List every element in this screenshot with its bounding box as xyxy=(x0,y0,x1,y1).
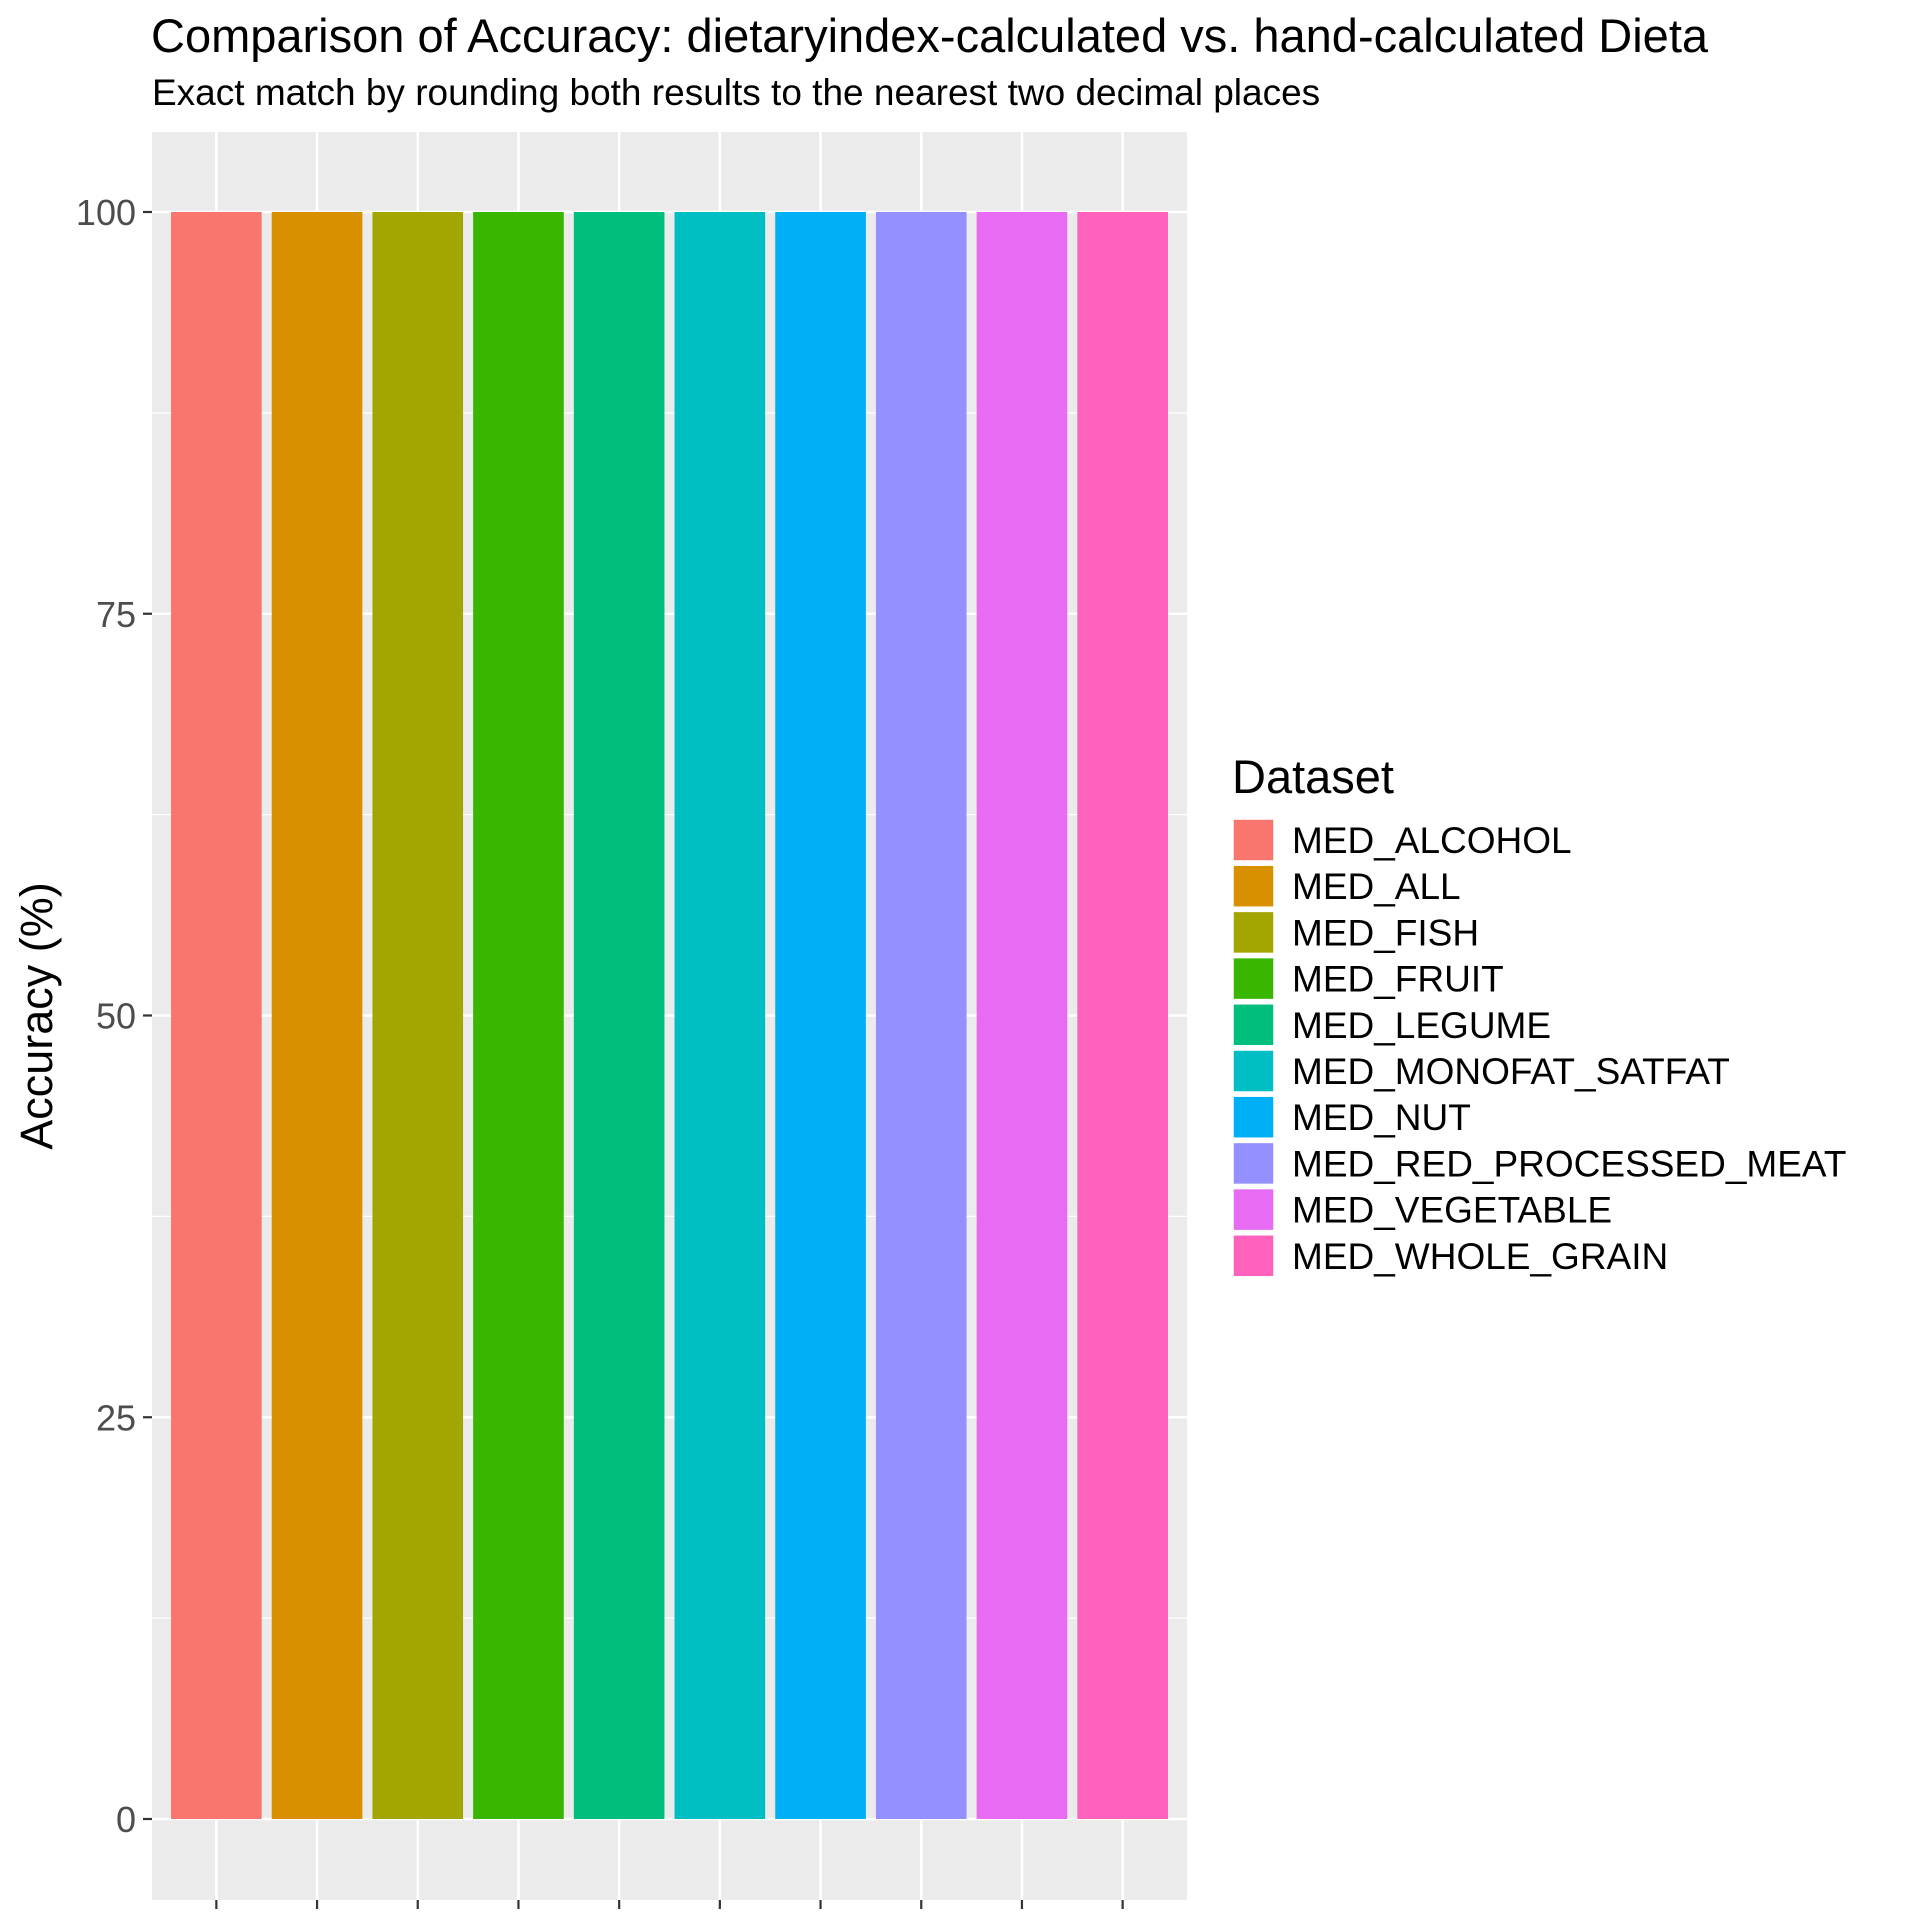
bar xyxy=(473,212,564,1819)
legend-key xyxy=(1232,1187,1275,1232)
y-tick-label: 0 xyxy=(116,1799,136,1840)
y-tick-label: 75 xyxy=(96,594,136,635)
chart-subtitle: Exact match by rounding both results to … xyxy=(152,72,1321,113)
legend-label: MED_ALL xyxy=(1292,866,1461,907)
bar xyxy=(171,212,262,1819)
axes: 0 25 50 75 100 xyxy=(76,192,1124,1909)
bar xyxy=(271,212,363,1819)
bars xyxy=(171,212,1168,1819)
legend-key xyxy=(1232,1095,1275,1139)
legend-key xyxy=(1232,956,1275,1001)
y-axis-label: Accuracy (%) xyxy=(11,882,62,1150)
legend-label: MED_FISH xyxy=(1292,912,1479,953)
bar xyxy=(1077,212,1168,1819)
chart-title: Comparison of Accuracy: dietaryindex-cal… xyxy=(151,9,1709,62)
legend-label: MED_MONOFAT_SATFAT xyxy=(1292,1051,1730,1092)
legend-key xyxy=(1232,818,1275,862)
bar xyxy=(775,212,866,1819)
legend-label: MED_VEGETABLE xyxy=(1292,1190,1612,1231)
legend-label: MED_WHOLE_GRAIN xyxy=(1292,1236,1668,1277)
legend-label: MED_ALCOHOL xyxy=(1292,820,1572,861)
legend-title: Dataset xyxy=(1232,750,1394,803)
legend-label: MED_LEGUME xyxy=(1292,1005,1551,1046)
y-tick-label: 25 xyxy=(96,1397,136,1438)
legend-key xyxy=(1232,910,1275,955)
legend-key xyxy=(1232,1141,1275,1186)
legend-label: MED_NUT xyxy=(1292,1097,1471,1138)
legend-label: MED_FRUIT xyxy=(1292,959,1504,1000)
y-tick-label: 100 xyxy=(76,192,136,233)
legend-key xyxy=(1232,1234,1275,1278)
bar xyxy=(976,212,1068,1819)
bar xyxy=(875,212,967,1819)
y-tick-label: 50 xyxy=(96,996,136,1037)
legend-key xyxy=(1232,1003,1275,1047)
legend: Dataset MED_ALCOHOL MED_ALL MED_FISH MED_FR… xyxy=(1232,750,1846,1278)
bar xyxy=(573,212,665,1819)
legend-label: MED_RED_PROCESSED_MEAT xyxy=(1292,1143,1846,1184)
bar xyxy=(674,212,766,1819)
legend-key xyxy=(1232,864,1275,908)
legend-key xyxy=(1232,1049,1275,1093)
bar xyxy=(372,212,464,1819)
